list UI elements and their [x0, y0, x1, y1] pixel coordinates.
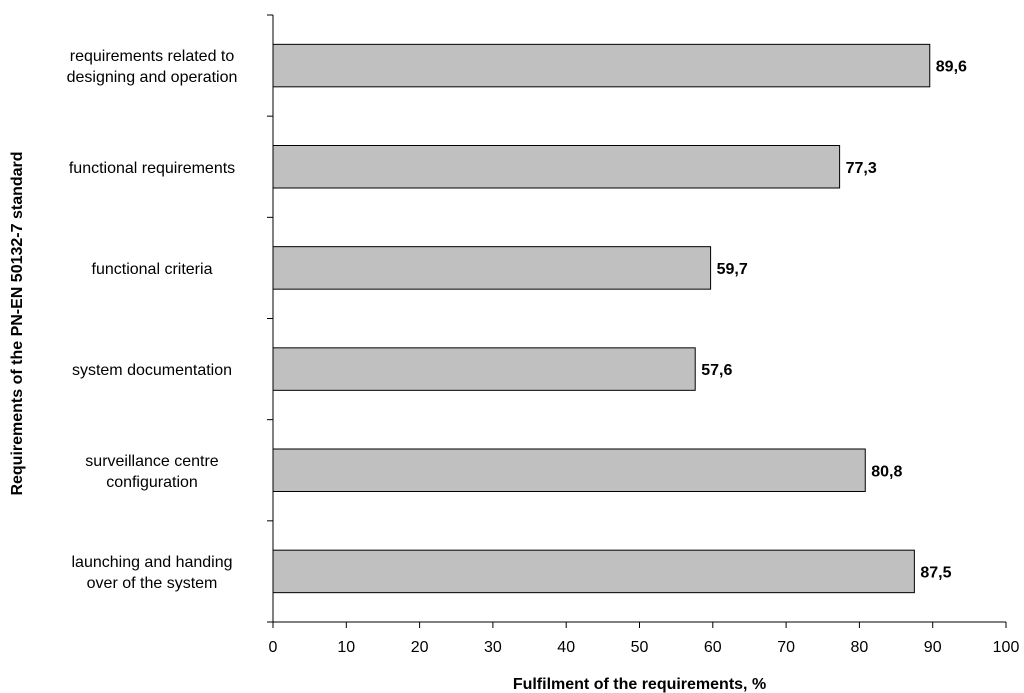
category-label: surveillance centre configuration [85, 453, 219, 491]
bar [272, 549, 915, 594]
bar-value-label: 77,3 [846, 160, 877, 177]
bar [272, 246, 712, 290]
bar [272, 145, 841, 189]
bar [272, 43, 931, 88]
x-tick-label: 30 [484, 639, 502, 656]
x-tick-label: 10 [337, 639, 355, 656]
bar-value-label: 80,8 [871, 463, 902, 480]
category-label: requirements related to designing and ope… [67, 48, 238, 86]
x-tick-label: 20 [411, 639, 429, 656]
x-tick-label: 70 [777, 639, 795, 656]
x-tick-label: 90 [924, 639, 942, 656]
bar [272, 347, 696, 391]
bar-value-label: 89,6 [936, 59, 967, 76]
bar [272, 448, 866, 492]
x-tick-label: 60 [704, 639, 722, 656]
bar-value-label: 59,7 [717, 261, 748, 278]
category-label: launching and handing over of the system [71, 554, 232, 592]
category-label: functional requirements [69, 160, 235, 177]
ticks-layer [267, 14, 1007, 628]
category-label: system documentation [72, 362, 232, 379]
labels-layer: 0 10 20 30 40 50 60 70 80 90 100 89,6 requirements r… [67, 48, 1020, 656]
bars-layer [272, 43, 931, 594]
y-axis-title: Requirements of the PN-EN 50132-7 standa… [9, 151, 26, 495]
bar-value-label: 57,6 [701, 362, 732, 379]
x-tick-label: 40 [557, 639, 575, 656]
x-axis-title: Fulfilment of the requirements, % [513, 676, 766, 693]
category-label: functional criteria [92, 261, 213, 278]
x-tick-label: 80 [851, 639, 869, 656]
bar-value-label: 87,5 [920, 564, 951, 581]
x-tick-label: 50 [631, 639, 649, 656]
x-tick-label: 0 [269, 639, 278, 656]
x-tick-label: 100 [993, 639, 1020, 656]
